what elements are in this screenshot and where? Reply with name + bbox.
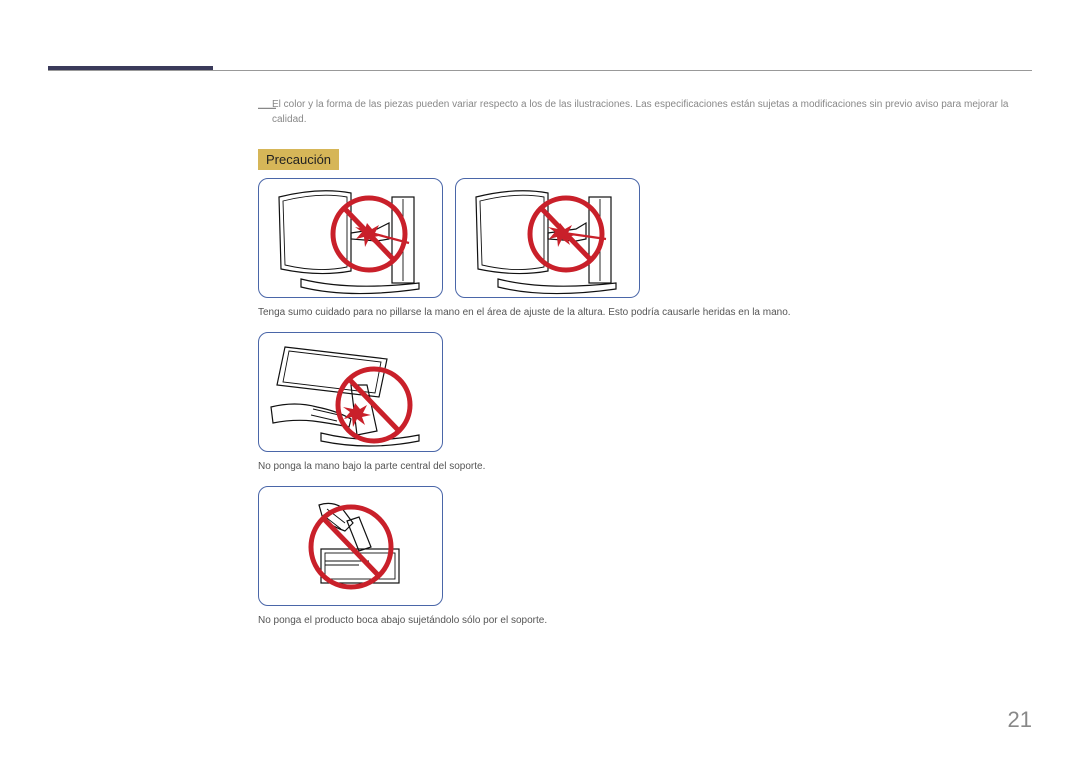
caption-row-2: No ponga la mano bajo la parte central d… [258,460,1032,474]
illus-box [258,178,443,298]
illus-upside-down [259,487,443,606]
illus-box [258,332,443,452]
illus-monitor-hand-1 [259,179,443,298]
caption-row-1: Tenga sumo cuidado para no pillarse la m… [258,306,1032,320]
disclaimer-text: El color y la forma de las piezas pueden… [272,99,1008,125]
caption-row-3: No ponga el producto boca abajo sujetánd… [258,614,1032,628]
illustration-row-3 [258,486,1032,606]
illus-hand-under-stand [259,333,443,452]
dash-glyph: ― [258,94,276,120]
illus-box [258,486,443,606]
header-rule [48,70,1032,71]
disclaimer-note: ― El color y la forma de las piezas pued… [258,98,1032,127]
illustration-row-1 [258,178,1032,298]
illustration-row-2 [258,332,1032,452]
page-content: ― El color y la forma de las piezas pued… [258,98,1032,640]
illus-box [455,178,640,298]
page-number: 21 [1008,707,1032,733]
header-tab-mark [48,66,213,70]
illus-monitor-hand-2 [456,179,640,298]
caution-label: Precaución [258,149,339,170]
